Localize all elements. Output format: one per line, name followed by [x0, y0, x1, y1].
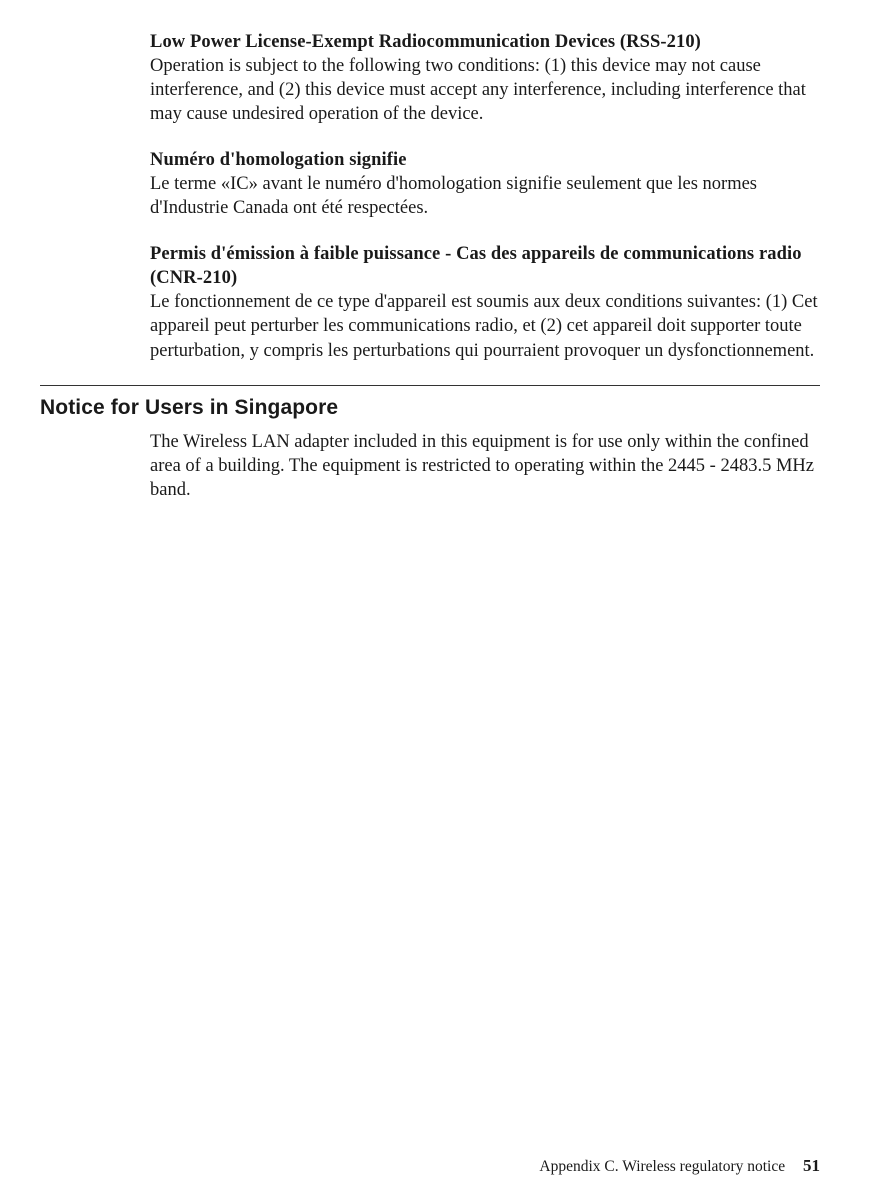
footer: Appendix C. Wireless regulatory notice 5… — [539, 1156, 820, 1176]
subheading-rss210: Low Power License-Exempt Radiocommunicat… — [150, 30, 820, 54]
section-title-singapore: Notice for Users in Singapore — [40, 396, 820, 420]
paragraph-numero: Le terme «IC» avant le numéro d'homologa… — [150, 172, 820, 220]
footer-text: Appendix C. Wireless regulatory notice — [539, 1158, 785, 1175]
block-singapore: The Wireless LAN adapter included in thi… — [150, 430, 820, 502]
page: Low Power License-Exempt Radiocommunicat… — [0, 0, 890, 1204]
block-rss210: Low Power License-Exempt Radiocommunicat… — [150, 30, 820, 126]
subheading-cnr210: Permis d'émission à faible puissance - C… — [150, 242, 820, 290]
subheading-numero: Numéro d'homologation signifie — [150, 148, 820, 172]
paragraph-cnr210: Le fonctionnement de ce type d'appareil … — [150, 290, 820, 362]
section-divider — [40, 385, 820, 386]
paragraph-rss210: Operation is subject to the following tw… — [150, 54, 820, 126]
block-numero: Numéro d'homologation signifie Le terme … — [150, 148, 820, 220]
block-cnr210: Permis d'émission à faible puissance - C… — [150, 242, 820, 362]
page-number: 51 — [803, 1156, 820, 1175]
paragraph-singapore: The Wireless LAN adapter included in thi… — [150, 430, 820, 502]
